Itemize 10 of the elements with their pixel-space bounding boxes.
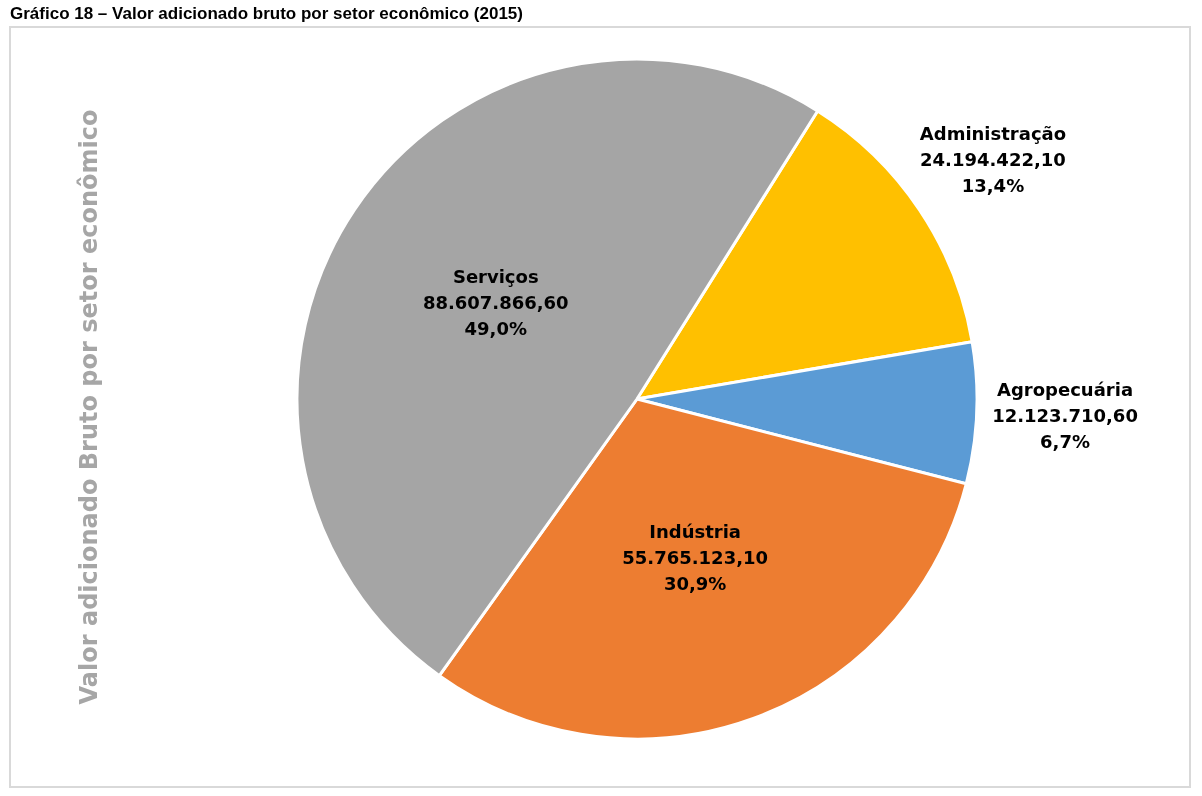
slice-label: Agropecuária xyxy=(997,378,1134,400)
data-label: 24.194.422,10 13,4% xyxy=(920,148,1066,196)
slice-label: Serviços xyxy=(452,266,539,288)
slice-label: Indústria xyxy=(649,520,742,542)
slice-label: Administração xyxy=(919,122,1067,144)
data-label: 12.123.710,60 6,7% xyxy=(992,404,1138,452)
data-label: 88.607.866,60 49,0% xyxy=(422,292,569,340)
chart-title: Gráfico 18 – Valor adicionado bruto por setor econômico (2015) xyxy=(10,4,523,23)
data-label: 55.765.123,10 30,9% xyxy=(622,546,769,594)
text: Valor adicionado Bruto por setor econômico xyxy=(75,109,103,705)
